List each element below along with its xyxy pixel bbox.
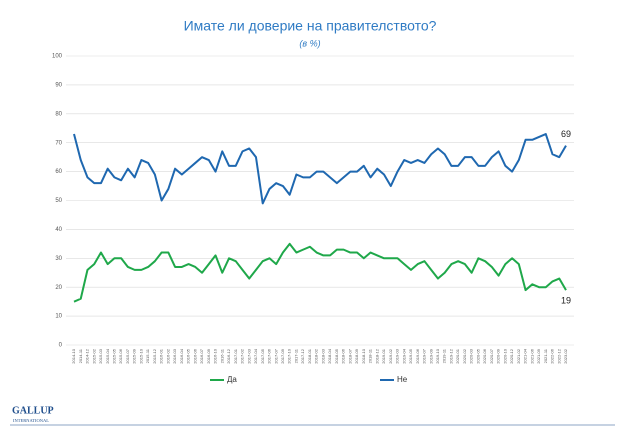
x-tick-label: 2018-12 [374, 348, 379, 363]
x-tick-label: 2015-09 [132, 348, 137, 363]
x-tick-label: 2018-09 [354, 348, 359, 363]
x-tick-label: 2016-05 [186, 348, 191, 363]
x-tick-label: 2017-03 [246, 348, 251, 363]
x-tick-label: 2020-01 [455, 348, 460, 363]
logo: GALLUP [12, 405, 54, 416]
x-tick-label: 2014-11 [78, 348, 83, 363]
x-tick-label: 2021-09 [536, 348, 541, 363]
x-tick-label: 2016-10 [213, 348, 218, 363]
x-tick-label: 2018-11 [368, 348, 373, 363]
y-tick-label: 0 [59, 343, 63, 349]
x-tick-label: 2018-03 [320, 348, 325, 363]
x-tick-label: 2022-06 [550, 348, 555, 363]
x-tick-label: 2023-02 [563, 348, 568, 363]
x-tick-label: 2022-12 [556, 348, 561, 363]
y-tick-label: 60 [55, 169, 62, 175]
x-tick-label: 2015-04 [105, 348, 110, 363]
x-tick-label: 2019-09 [428, 348, 433, 363]
y-tick-label: 70 [55, 140, 62, 146]
x-tick-label: 2019-01 [381, 348, 386, 363]
x-tick-label: 2015-11 [145, 348, 150, 363]
x-tick-label: 2020-06 [482, 348, 487, 363]
x-tick-label: 2019-12 [448, 348, 453, 363]
y-tick-label: 80 [55, 111, 62, 117]
x-tick-label: 2016-09 [206, 348, 211, 363]
x-tick-label: 2019-02 [388, 348, 393, 363]
x-tick-label: 2015-10 [138, 348, 143, 363]
y-tick-label: 10 [55, 314, 62, 320]
x-tick-label: 2018-10 [361, 348, 366, 363]
x-tick-label: 2015-03 [98, 348, 103, 363]
y-tick-label: 90 [55, 82, 62, 88]
x-tick-label: 2016-04 [179, 348, 184, 363]
x-tick-label: 2020-03 [469, 348, 474, 363]
x-tick-label: 2020-07 [489, 348, 494, 363]
logo-sub: INTERNATIONAL [13, 418, 49, 423]
x-tick-label: 2019-05 [408, 348, 413, 363]
x-tick-label: 2015-02 [91, 348, 96, 363]
x-tick-label: 2017-05 [260, 348, 265, 363]
y-tick-label: 20 [55, 285, 62, 291]
y-tick-label: 50 [55, 198, 62, 204]
x-tick-label: 2020-09 [496, 348, 501, 363]
x-tick-label: 2017-06 [267, 348, 272, 363]
chart-subtitle: (в %) [299, 38, 320, 48]
y-tick-label: 100 [52, 54, 63, 60]
x-tick-label: 2016-12 [226, 348, 231, 363]
x-tick-label: 2017-12 [300, 348, 305, 363]
x-tick-label: 2017-09 [280, 348, 285, 363]
x-tick-label: 2018-01 [307, 348, 312, 363]
x-tick-label: 2018-05 [334, 348, 339, 363]
x-tick-label: 2016-07 [199, 348, 204, 363]
x-tick-label: 2017-01 [233, 348, 238, 363]
end-label: 19 [561, 295, 571, 305]
x-tick-label: 2017-04 [253, 348, 258, 363]
x-tick-label: 2014-10 [71, 348, 76, 363]
x-tick-label: 2020-10 [502, 348, 507, 363]
x-tick-label: 2015-06 [118, 348, 123, 363]
x-tick-label: 2015-07 [125, 348, 130, 363]
x-tick-label: 2017-02 [240, 348, 245, 363]
x-tick-label: 2016-06 [192, 348, 197, 363]
x-tick-label: 2019-06 [415, 348, 420, 363]
x-tick-label: 2020-05 [475, 348, 480, 363]
x-tick-label: 2021-02 [516, 348, 521, 363]
x-tick-label: 2020-12 [509, 348, 514, 363]
legend-label: Не [397, 375, 408, 384]
x-tick-label: 2019-03 [395, 348, 400, 363]
x-tick-label: 2021-06 [529, 348, 534, 363]
x-tick-label: 2018-07 [347, 348, 352, 363]
series-line [73, 133, 567, 205]
x-tick-label: 2021-11 [543, 348, 548, 363]
x-tick-label: 2017-07 [273, 348, 278, 363]
y-tick-label: 30 [55, 256, 62, 262]
x-tick-label: 2016-03 [172, 348, 177, 363]
x-tick-label: 2020-02 [462, 348, 467, 363]
chart-title: Имате ли доверие на правителството? [184, 18, 437, 34]
y-tick-label: 40 [55, 227, 62, 233]
x-tick-label: 2015-12 [152, 348, 157, 363]
x-tick-label: 2016-01 [159, 348, 164, 363]
x-tick-label: 2014-12 [85, 348, 90, 363]
end-label: 69 [561, 129, 571, 139]
x-tick-label: 2016-02 [165, 348, 170, 363]
x-tick-label: 2019-04 [401, 348, 406, 363]
x-tick-label: 2018-02 [314, 348, 319, 363]
x-tick-label: 2018-06 [341, 348, 346, 363]
x-tick-label: 2016-11 [219, 348, 224, 363]
x-tick-label: 2017-10 [287, 348, 292, 363]
legend-label: Да [227, 375, 237, 384]
x-tick-label: 2019-07 [422, 348, 427, 363]
x-tick-label: 2021-04 [523, 348, 528, 363]
x-tick-label: 2015-05 [112, 348, 117, 363]
x-tick-label: 2017-11 [293, 348, 298, 363]
x-tick-label: 2019-11 [442, 348, 447, 363]
x-tick-label: 2019-10 [435, 348, 440, 363]
x-tick-label: 2018-04 [327, 348, 332, 363]
series-line [73, 242, 567, 303]
